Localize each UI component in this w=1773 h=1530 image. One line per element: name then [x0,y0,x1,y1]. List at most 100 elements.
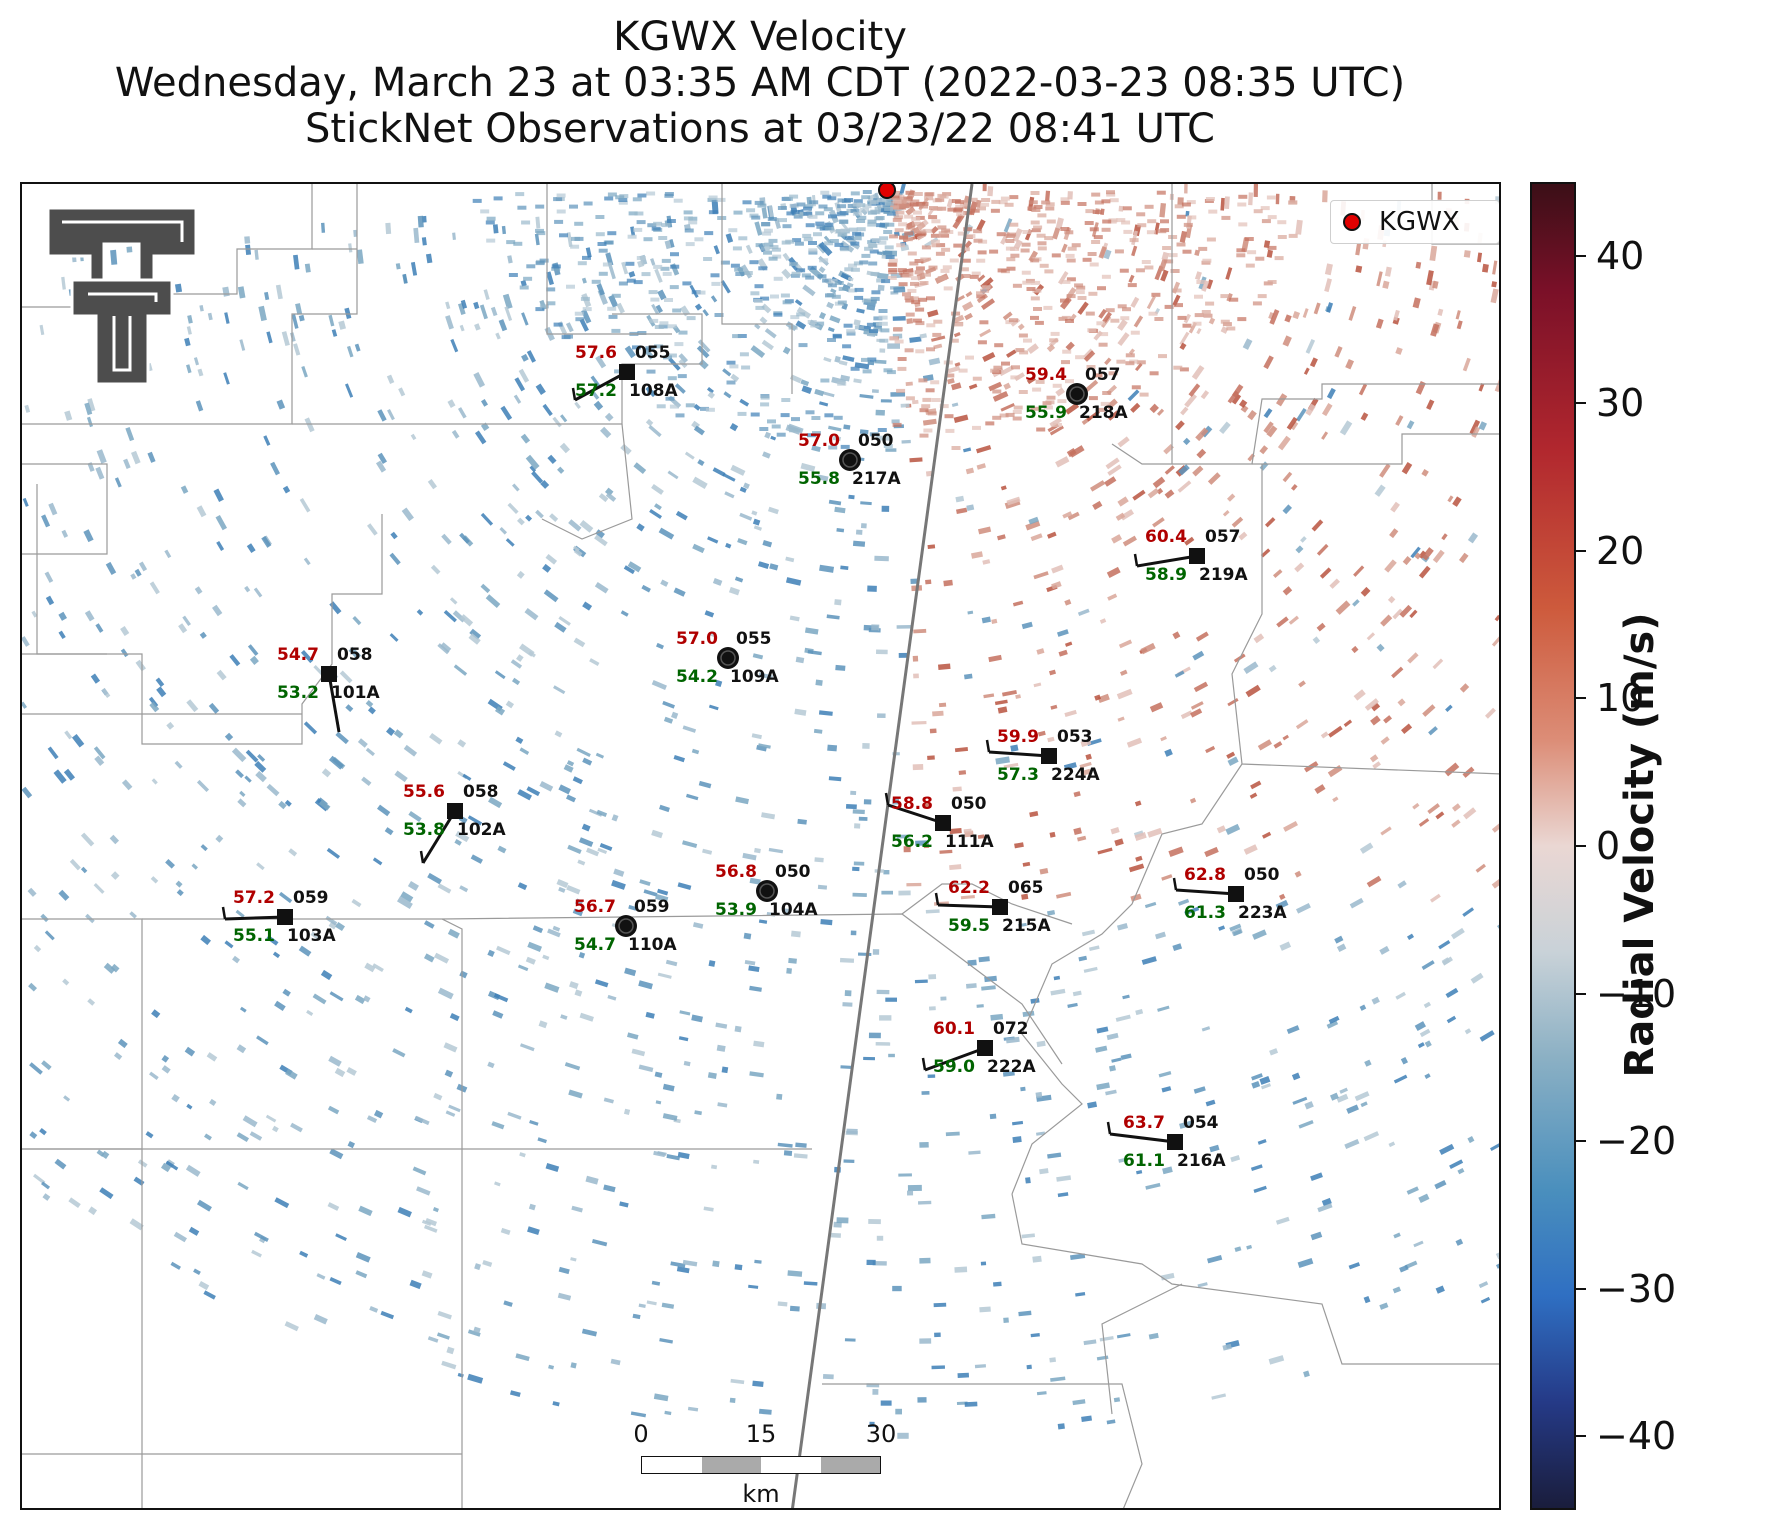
station-temperature: 59.4 [1025,365,1067,385]
station-pressure: 055 [635,343,671,363]
station-id: 215A [1002,916,1051,936]
station-111A[interactable]: 58.8 050 56.2 111A [884,792,994,852]
station-108A[interactable]: 57.6 055 57.2 108A [571,343,678,402]
station-pressure: 057 [1205,527,1241,547]
station-pressure: 057 [1085,365,1121,385]
wind-barb [1133,553,1139,567]
station-pressure: 058 [463,782,499,802]
station-marker-ring [759,883,775,899]
station-id: 108A [629,381,678,401]
interstate-highway [791,184,974,1508]
station-temperature: 58.8 [891,794,933,814]
wind-barb [924,1046,986,1072]
station-marker [839,449,861,471]
station-224A[interactable]: 59.9 053 57.3 224A [985,727,1100,785]
station-pressure: 050 [775,862,811,882]
wind-barb [419,850,425,864]
station-marker [619,364,635,380]
station-pressure: 054 [1183,1113,1219,1133]
wind-barb [421,810,457,864]
station-102A[interactable]: 55.6 058 53.8 102A [403,782,506,864]
colorbar-tick-mark [1576,549,1586,552]
station-104A[interactable]: 56.8 050 53.9 104A [715,862,818,920]
station-marker [277,909,293,925]
colorbar-tick-mark [1576,697,1586,700]
station-216A[interactable]: 63.7 054 61.1 216A [1106,1113,1226,1171]
station-temperature: 60.1 [933,1019,975,1039]
wind-barb [574,370,628,402]
station-marker [756,880,778,902]
colorbar-tick-mark [1576,1435,1586,1438]
wind-barb [1172,877,1178,891]
wind-barb [988,750,1050,758]
wind-barb [224,915,286,921]
station-pressure: 050 [951,794,987,814]
colorbar-tick-mark [1576,254,1586,257]
title-observations: StickNet Observations at 03/23/22 08:41 … [305,106,1215,152]
wind-barb [985,739,991,753]
wind-barb [921,1057,927,1071]
station-222A[interactable]: 60.1 072 59.0 222A [921,1019,1036,1077]
station-id: 219A [1199,565,1248,585]
station-110A[interactable]: 56.7 059 54.7 110A [574,897,677,955]
station-pressure: 072 [993,1019,1029,1039]
map-legend: KGWX [1330,200,1499,244]
station-marker [1066,383,1088,405]
station-temperature: 55.6 [403,782,445,802]
station-temperature: 54.7 [277,645,319,665]
station-109A[interactable]: 57.0 055 54.2 109A [676,629,779,687]
station-215A[interactable]: 62.2 065 59.5 215A [934,878,1051,936]
station-marker [935,815,951,831]
station-temperature: 57.0 [676,629,718,649]
colorbar-tick-label: 0 [1596,824,1621,868]
texas-tech-logo [44,204,204,389]
station-219A[interactable]: 60.4 057 58.9 219A [1133,527,1248,585]
station-pressure: 050 [858,431,894,451]
station-223A[interactable]: 62.8 050 61.3 223A [1172,865,1287,923]
station-dewpoint: 55.9 [1025,403,1067,423]
legend-label: KGWX [1379,207,1460,237]
station-id: 222A [987,1057,1036,1077]
double-t-icon [46,206,198,386]
scale-bar [641,1456,881,1474]
colorbar-tick-mark [1576,992,1586,995]
figure-title: KGWX Velocity Wednesday, March 23 at 03:… [0,14,1520,152]
station-marker [321,666,337,682]
station-id: 223A [1238,903,1287,923]
station-dewpoint: 57.2 [575,381,617,401]
station-id: 102A [457,820,506,840]
colorbar-tick-label: 10 [1596,676,1645,721]
wind-barb [1106,1121,1112,1135]
station-marker-ring [618,918,634,934]
colorbar-tick-mark [1576,1287,1586,1290]
station-dewpoint: 58.9 [1145,565,1187,585]
station-dewpoint: 53.8 [403,820,445,840]
station-temperature: 56.7 [574,897,616,917]
station-temperature: 57.0 [798,431,840,451]
station-temperature: 57.6 [575,343,617,363]
station-id: 101A [331,683,380,703]
station-marker-ring [842,452,858,468]
scale-tick-0: 0 [633,1420,649,1448]
radar-site-legend-icon [1343,213,1361,231]
wind-barb [1136,554,1198,568]
station-marker-ring [720,650,736,666]
station-marker [1167,1134,1183,1150]
station-id: 111A [945,832,994,852]
station-pressure: 058 [337,645,373,665]
map-canvas: 57.6 055 57.2 108A 59.4 057 55.9 218A 57.0 050 55.… [22,184,1499,1508]
station-103A[interactable]: 57.2 059 55.1 103A [221,888,336,946]
station-temperature: 59.9 [997,727,1039,747]
velocity-colorbar [1530,182,1576,1510]
radar-map[interactable]: 57.6 055 57.2 108A 59.4 057 55.9 218A 57.0 050 55.… [20,182,1501,1510]
station-temperature: 62.2 [948,878,990,898]
station-217A[interactable]: 57.0 050 55.8 217A [798,431,901,489]
wind-barb [1175,888,1237,896]
station-pressure: 059 [634,897,670,917]
station-218A[interactable]: 59.4 057 55.9 218A [1025,365,1128,423]
title-radar: KGWX Velocity [613,14,907,60]
wind-barb [884,792,890,806]
station-101A[interactable]: 54.7 058 53.2 101A [277,645,380,733]
wind-barb [221,906,227,920]
station-pressure: 053 [1057,727,1093,747]
